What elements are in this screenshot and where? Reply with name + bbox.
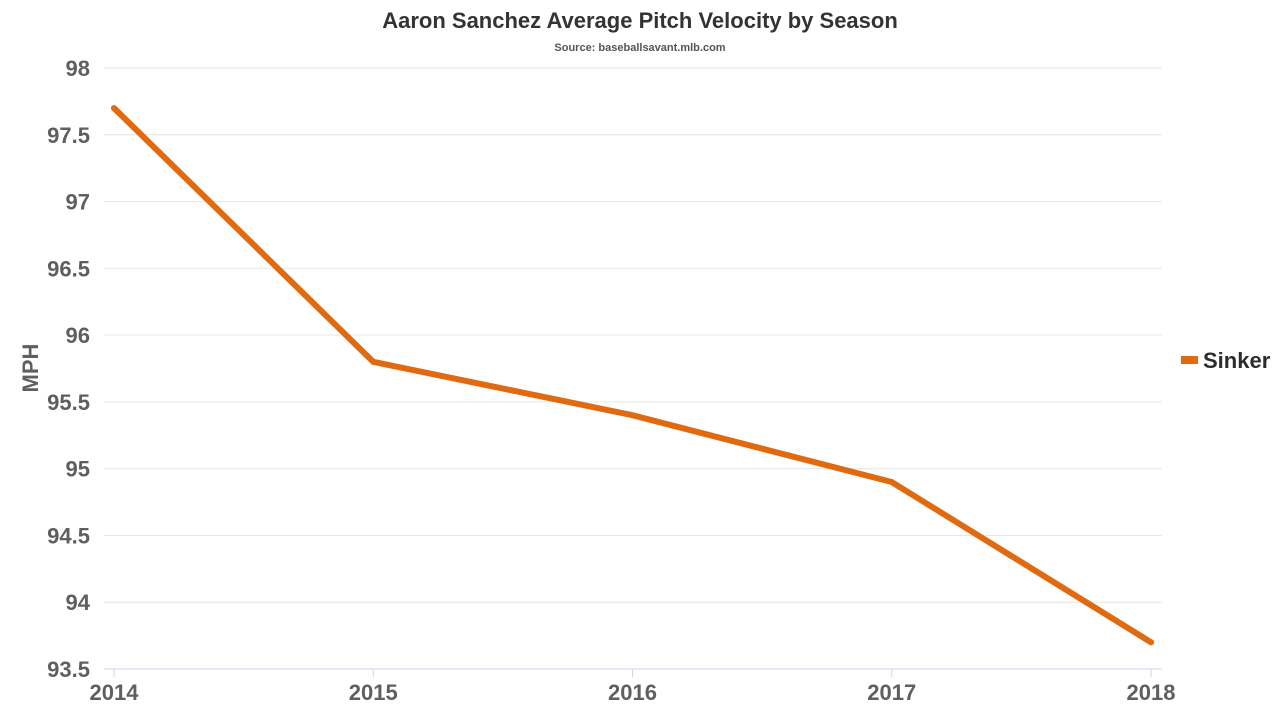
- y-tick-label: 95: [66, 457, 90, 482]
- data-point[interactable]: [888, 479, 895, 486]
- y-axis-label: MPH: [18, 344, 43, 393]
- x-tick-label: 2015: [349, 680, 398, 705]
- x-tick-label: 2014: [90, 680, 140, 705]
- x-axis: 2014 2015 2016 2017 2018: [90, 668, 1176, 705]
- x-tick-label: 2017: [867, 680, 916, 705]
- chart-title: Aaron Sanchez Average Pitch Velocity by …: [382, 8, 898, 33]
- y-tick-label: 93.5: [47, 657, 90, 682]
- y-tick-label: 94: [66, 590, 91, 615]
- series-line-sinker[interactable]: [111, 105, 1154, 646]
- legend-item-label[interactable]: Sinker: [1203, 348, 1271, 373]
- chart-subtitle: Source: baseballsavant.mlb.com: [554, 42, 726, 54]
- series-group: [111, 105, 1154, 646]
- y-tick-label: 98: [66, 56, 90, 81]
- data-point[interactable]: [111, 105, 117, 112]
- y-tick-label: 95.5: [47, 390, 90, 415]
- data-point[interactable]: [370, 358, 377, 365]
- y-tick-label: 96.5: [47, 256, 90, 281]
- x-tick-label: 2018: [1127, 680, 1176, 705]
- y-tick-label: 97.5: [47, 123, 90, 148]
- data-point[interactable]: [629, 412, 636, 419]
- legend[interactable]: Sinker: [1181, 348, 1271, 373]
- y-tick-label: 96: [66, 323, 90, 348]
- data-point[interactable]: [1148, 639, 1154, 646]
- x-tick-label: 2016: [608, 680, 657, 705]
- y-tick-label: 94.5: [47, 523, 90, 548]
- y-axis-ticks: 93.5 94 94.5 95 95.5 96 96.5 97 97.5 98: [47, 56, 91, 682]
- y-tick-label: 97: [66, 190, 90, 215]
- gridlines: [104, 67, 1162, 603]
- legend-swatch: [1181, 356, 1198, 364]
